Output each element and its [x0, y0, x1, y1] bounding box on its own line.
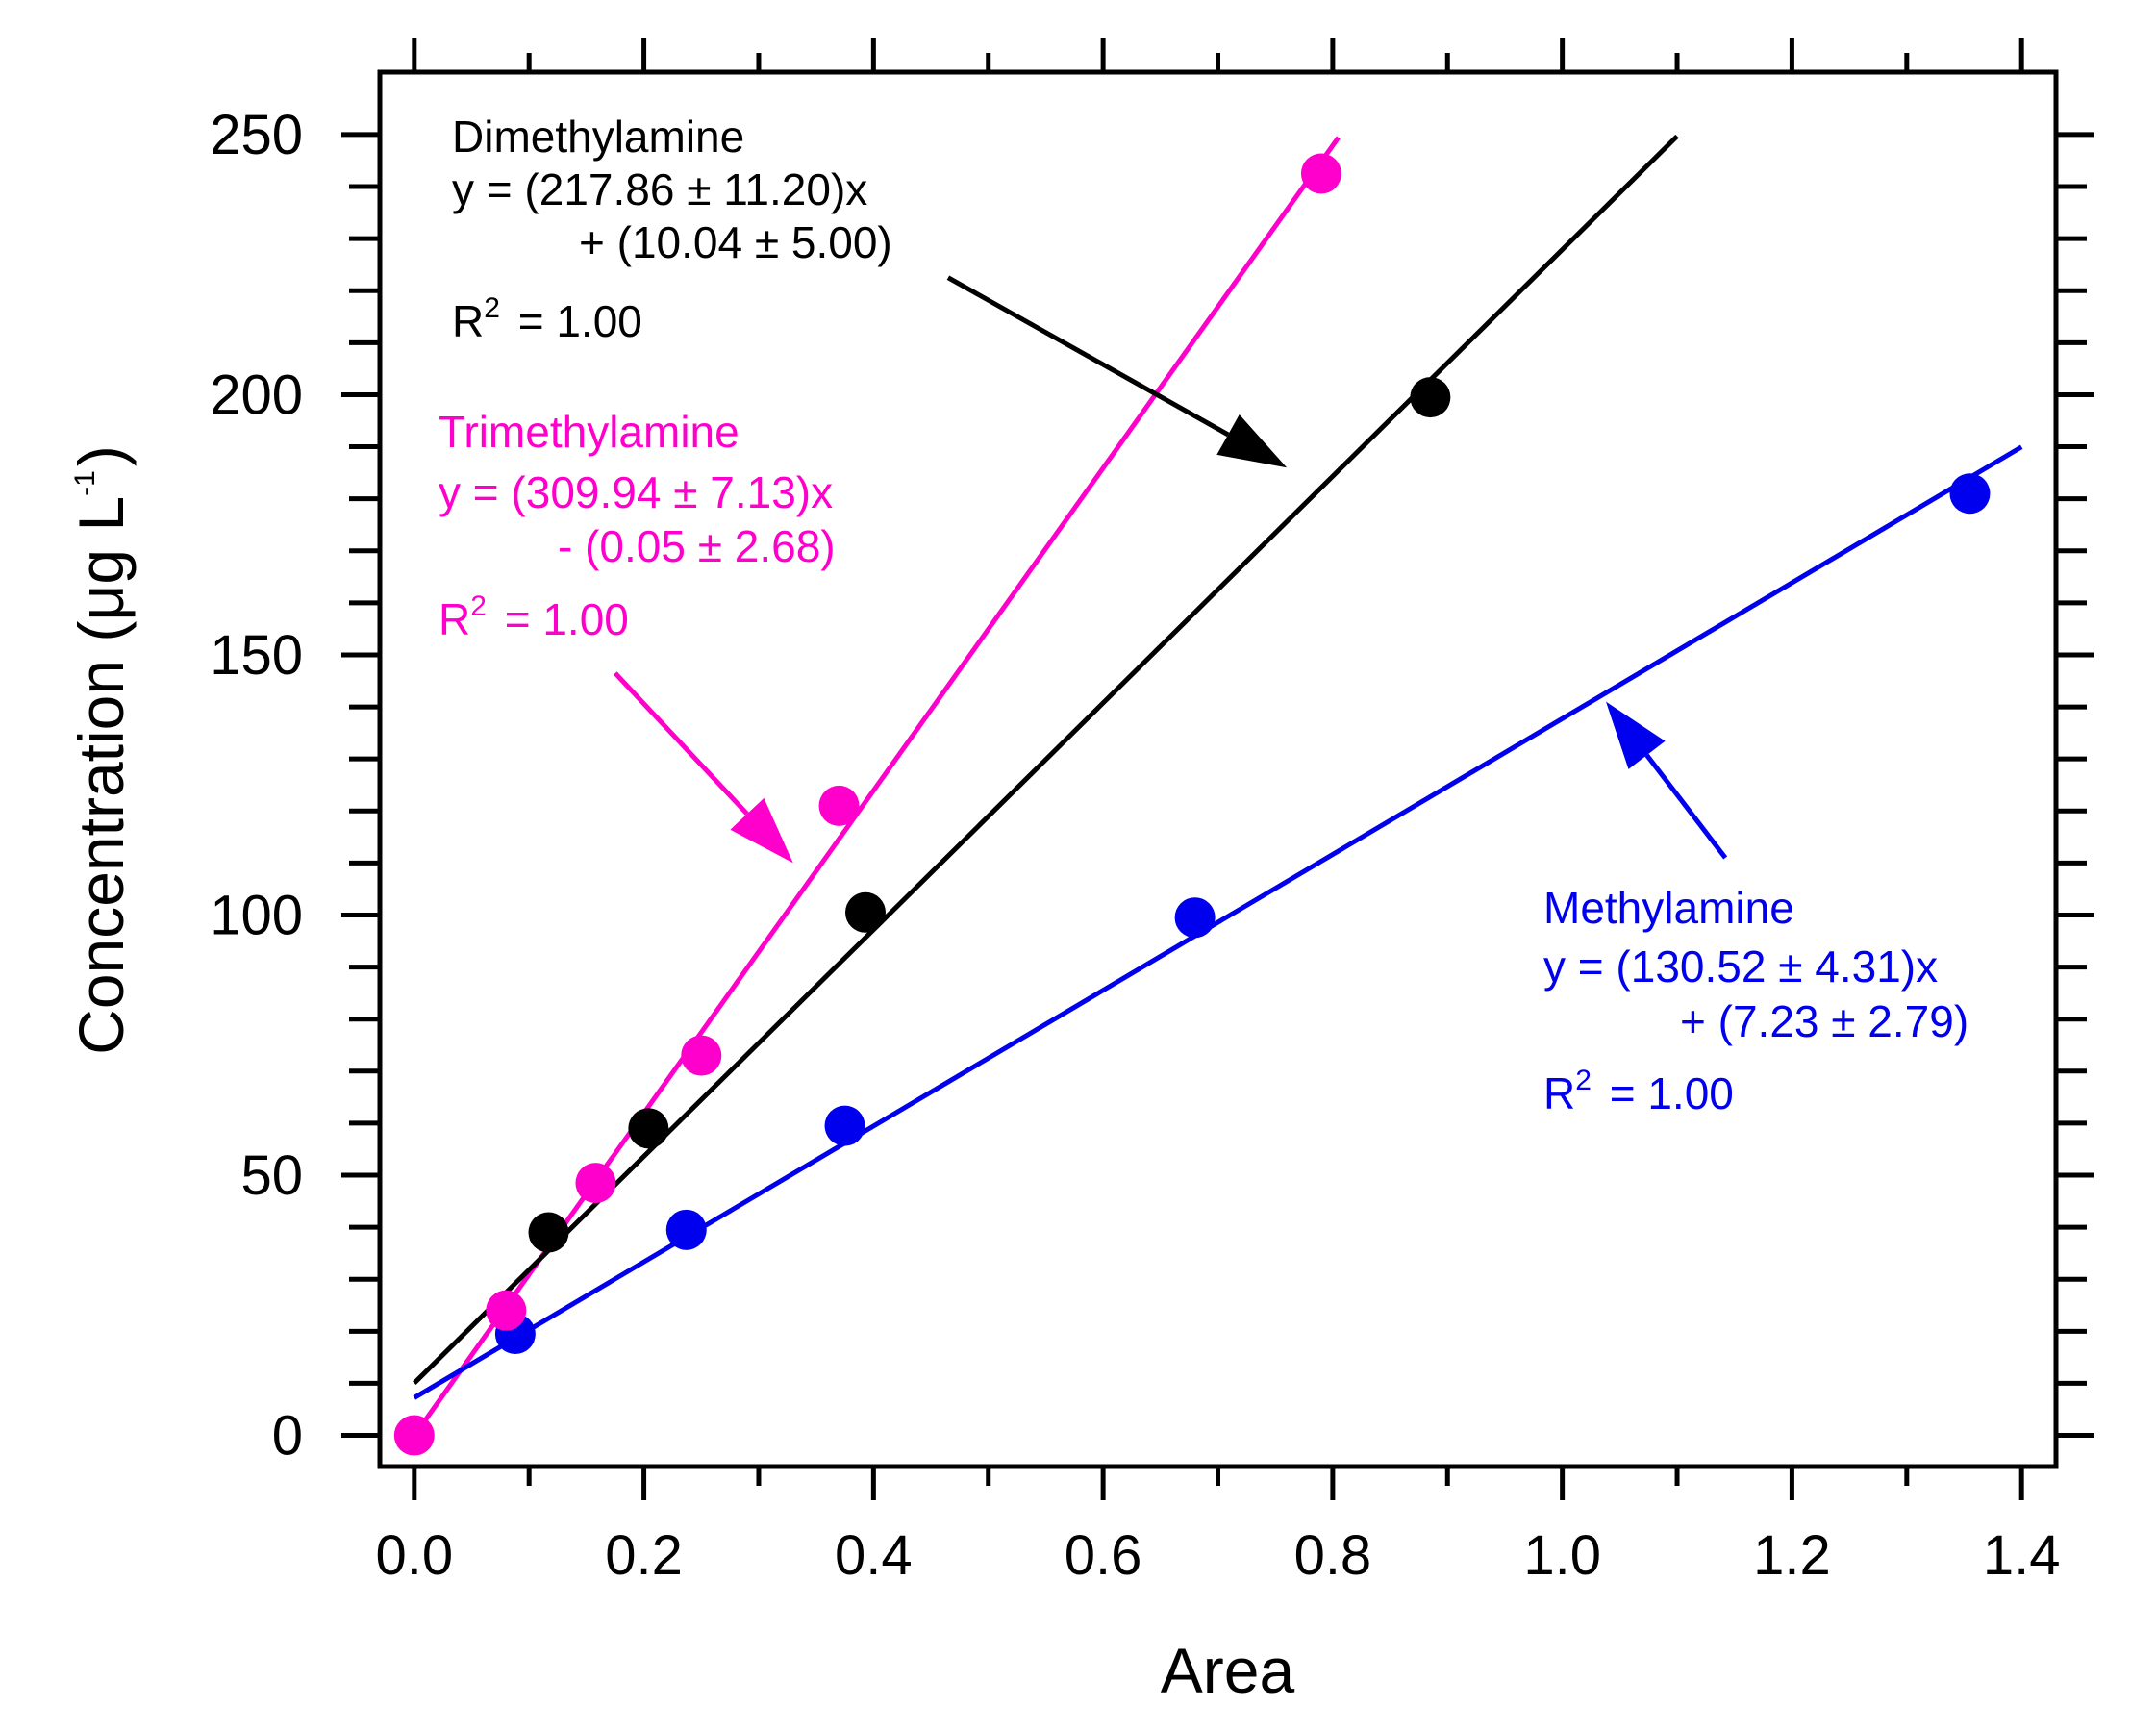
trimethylamine-annotation: Trimethylamine y = (309.94 ± 7.13)x - (0… [439, 407, 836, 644]
trimethylamine-equation-line2: - (0.05 ± 2.68) [558, 521, 836, 571]
methylamine-r-squared-exponent: 2 [1575, 1065, 1592, 1096]
trimethylamine-point [575, 1163, 616, 1204]
x-tick-label: 1.0 [1523, 1524, 1601, 1587]
trimethylamine-arrow-shaft [613, 671, 749, 816]
trimethylamine-point [1300, 153, 1341, 194]
methylamine-r-squared-value: = 1.00 [1597, 1068, 1734, 1118]
dimethylamine-equation-line1: y = (217.86 ± 11.20)x [452, 164, 867, 214]
annotation-arrows [613, 275, 1728, 864]
x-tick-label: 0.4 [835, 1524, 913, 1587]
x-tick-label: 1.2 [1753, 1524, 1831, 1587]
axis-ticks: 0.0 0.2 0.4 0.6 0.8 1.0 1.2 1.4 0 50 100 150 200 250 [210, 38, 2094, 1587]
methylamine-r-squared-prefix: R [1543, 1068, 1575, 1118]
x-tick-label: 0.0 [375, 1524, 453, 1587]
y-tick-label: 200 [210, 364, 303, 426]
methylamine-equation-line1: y = (130.52 ± 4.31)x [1543, 941, 1938, 992]
methylamine-annotation: Methylamine y = (130.52 ± 4.31)x + (7.23… [1543, 883, 1968, 1118]
trimethylamine-arrow-head [730, 797, 793, 864]
trimethylamine-equation-line1: y = (309.94 ± 7.13)x [439, 467, 833, 517]
dimethylamine-point [528, 1212, 569, 1253]
x-tick-label: 0.6 [1065, 1524, 1142, 1587]
dimethylamine-r-squared: R2 = 1.00 [452, 292, 642, 346]
dimethylamine-annotation: Dimethylamine y = (217.86 ± 11.20)x + (1… [452, 112, 892, 346]
dimethylamine-r-squared-prefix: R [452, 296, 484, 346]
methylamine-point [1949, 473, 1991, 515]
trimethylamine-r-squared-prefix: R [439, 594, 470, 644]
methylamine-point [665, 1209, 707, 1250]
trimethylamine-r-squared: R2 = 1.00 [439, 590, 629, 644]
trimethylamine-label: Trimethylamine [439, 407, 740, 457]
methylamine-arrow-shaft [1644, 753, 1728, 860]
y-axis-title-close: ) [65, 445, 137, 466]
dimethylamine-point [628, 1108, 669, 1149]
trimethylamine-point [818, 785, 860, 826]
trimethylamine-r-squared-value: = 1.00 [492, 594, 629, 644]
trimethylamine-point [486, 1290, 527, 1331]
dimethylamine-equation-line2: + (10.04 ± 5.00) [579, 217, 892, 267]
y-axis-title-unit-exponent: -1 [69, 470, 101, 496]
methylamine-point [824, 1105, 865, 1146]
dimethylamine-point [844, 891, 886, 933]
y-axis-title: Concentration (μg L-1) [65, 445, 137, 1055]
dimethylamine-point [1410, 377, 1451, 418]
x-tick-label: 1.4 [1983, 1524, 2061, 1587]
data-points [393, 153, 1991, 1456]
y-tick-label: 250 [210, 104, 303, 166]
dimethylamine-label: Dimethylamine [452, 112, 744, 162]
y-tick-label: 100 [210, 884, 303, 946]
dimethylamine-r-squared-exponent: 2 [484, 292, 500, 324]
trimethylamine-point [681, 1035, 722, 1076]
dimethylamine-fit-line [413, 134, 1679, 1385]
y-axis-title-main: Concentration (μg L [65, 496, 137, 1055]
methylamine-equation-line2: + (7.23 ± 2.79) [1680, 996, 1968, 1046]
methylamine-r-squared: R2 = 1.00 [1543, 1065, 1734, 1118]
trimethylamine-r-squared-exponent: 2 [470, 590, 487, 622]
dimethylamine-arrow-shaft [946, 275, 1230, 438]
dimethylamine-arrow-head [1216, 414, 1288, 468]
trimethylamine-fit-line [412, 136, 1341, 1438]
methylamine-label: Methylamine [1543, 883, 1794, 933]
y-tick-label: 50 [240, 1144, 303, 1207]
trimethylamine-point [393, 1415, 435, 1456]
y-tick-label: 150 [210, 624, 303, 687]
x-tick-label: 0.8 [1294, 1524, 1372, 1587]
y-tick-label: 0 [272, 1405, 303, 1468]
dimethylamine-r-squared-value: = 1.00 [506, 296, 642, 346]
methylamine-point [1174, 897, 1216, 939]
x-axis-title: Area [1161, 1635, 1295, 1706]
methylamine-arrow-head [1606, 701, 1666, 769]
x-tick-label: 0.2 [605, 1524, 683, 1587]
